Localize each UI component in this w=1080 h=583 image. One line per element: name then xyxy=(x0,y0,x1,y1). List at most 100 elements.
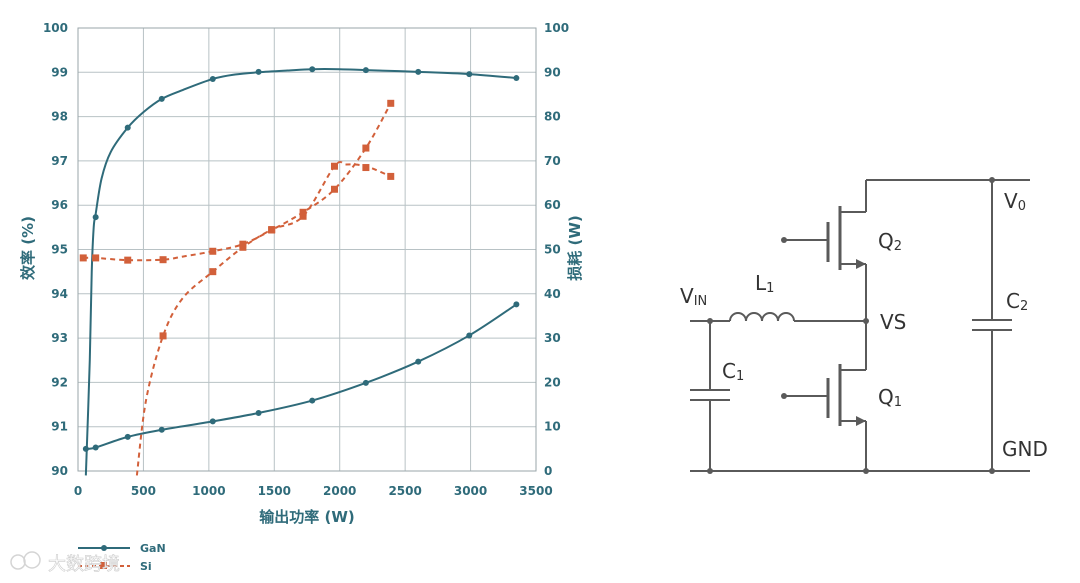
label-vs: VS xyxy=(880,310,906,334)
label-q2: Q2 xyxy=(878,229,902,254)
x-axis-title: 输出功率 (W) xyxy=(259,508,354,526)
node-v0 xyxy=(989,177,995,183)
left-axis-title: 效率 (%) xyxy=(19,216,37,280)
series-gan-loss xyxy=(82,301,520,452)
right-tick-label: 30 xyxy=(544,331,561,345)
x-tick-label: 2000 xyxy=(323,484,356,498)
series-si-loss xyxy=(79,99,395,264)
data-point xyxy=(330,185,338,193)
inductor-l1 xyxy=(729,312,795,322)
left-tick-label: 92 xyxy=(51,375,68,389)
data-point xyxy=(362,164,370,172)
legend-si-marker xyxy=(100,562,107,569)
x-axis-ticks: 0 500 1000 1500 2000 2500 3000 3500 xyxy=(74,484,553,498)
data-point xyxy=(415,358,422,365)
legend-gan-marker xyxy=(101,545,107,551)
data-point xyxy=(362,144,370,152)
data-point xyxy=(466,332,473,339)
transistor-q2 xyxy=(784,180,867,321)
left-tick-label: 95 xyxy=(51,243,68,257)
legend: GaN Si xyxy=(78,542,166,573)
data-point xyxy=(92,214,99,221)
node-gnd-mid xyxy=(863,468,869,474)
label-c2: C2 xyxy=(1006,289,1028,314)
node-vin xyxy=(707,318,713,324)
data-point xyxy=(158,426,165,433)
left-tick-label: 98 xyxy=(51,110,68,124)
right-tick-label: 60 xyxy=(544,198,561,212)
x-tick-label: 0 xyxy=(74,484,82,498)
data-point xyxy=(209,418,216,425)
left-tick-label: 90 xyxy=(51,464,68,478)
x-tick-label: 1000 xyxy=(192,484,225,498)
data-point xyxy=(92,254,100,262)
series-line-si-efficiency xyxy=(135,160,392,476)
data-point xyxy=(255,68,262,75)
right-tick-label: 40 xyxy=(544,287,561,301)
data-point xyxy=(124,256,132,264)
efficiency-loss-chart: 0 500 1000 1500 2000 2500 3000 3500 90919293949… xyxy=(19,21,584,573)
grid-lines xyxy=(77,27,537,472)
left-axis-ticks: 90 91 92 93 94 95 96 97 98 99 100 xyxy=(43,21,68,478)
data-point xyxy=(309,66,316,73)
x-tick-label: 3500 xyxy=(519,484,552,498)
node-gnd-left xyxy=(707,468,713,474)
node-vs xyxy=(863,318,869,324)
transistor-q1 xyxy=(784,321,867,471)
data-point xyxy=(387,99,395,107)
left-tick-label: 94 xyxy=(51,287,68,301)
right-tick-label: 70 xyxy=(544,154,561,168)
label-c1: C1 xyxy=(722,359,744,384)
data-point xyxy=(159,256,167,264)
watermark-text: 大数跨境 xyxy=(48,554,120,575)
data-point xyxy=(82,445,89,452)
series-line-gan-efficiency xyxy=(84,68,517,476)
series-layer xyxy=(79,66,520,476)
data-point xyxy=(209,247,217,255)
right-tick-label: 10 xyxy=(544,420,561,434)
gate-q1-dot xyxy=(781,393,787,399)
data-point xyxy=(513,301,520,308)
data-point xyxy=(415,68,422,75)
left-tick-label: 96 xyxy=(51,198,68,212)
x-tick-label: 2500 xyxy=(388,484,421,498)
plot-frame xyxy=(77,27,537,472)
label-v0: V0 xyxy=(1004,189,1026,214)
data-point xyxy=(362,67,369,74)
data-point xyxy=(124,433,131,440)
watermark: 大数跨境 xyxy=(10,551,120,575)
data-point xyxy=(299,212,307,220)
right-axis-ticks: 0 10 20 30 40 50 60 70 80 90 100 xyxy=(544,21,569,478)
data-point xyxy=(92,444,99,451)
boost-circuit-diagram xyxy=(690,177,1030,474)
x-tick-label: 3000 xyxy=(454,484,487,498)
legend-si-label: Si xyxy=(140,560,152,573)
right-tick-label: 50 xyxy=(544,243,561,257)
data-point xyxy=(239,240,247,248)
label-vin: VIN xyxy=(680,284,707,309)
right-axis-title: 损耗 (W) xyxy=(566,215,584,280)
data-point xyxy=(159,332,167,340)
circuit-labels: VIN L1 C1 C2 Q2 Q1 VS V0 GND xyxy=(680,189,1048,461)
left-tick-label: 93 xyxy=(51,331,68,345)
label-q1: Q1 xyxy=(878,385,902,410)
gate-q2-dot xyxy=(781,237,787,243)
data-point xyxy=(387,172,395,180)
data-point xyxy=(209,268,217,276)
data-point xyxy=(255,409,262,416)
series-gan-efficiency xyxy=(84,66,520,476)
left-tick-label: 100 xyxy=(43,21,68,35)
data-point xyxy=(466,71,473,78)
data-point xyxy=(79,254,87,262)
x-tick-label: 500 xyxy=(131,484,156,498)
data-point xyxy=(124,124,131,131)
data-point xyxy=(330,162,338,170)
legend-gan-label: GaN xyxy=(140,542,166,555)
right-tick-label: 90 xyxy=(544,65,561,79)
data-point xyxy=(299,208,307,216)
data-point xyxy=(158,95,165,102)
label-gnd: GND xyxy=(1002,437,1048,461)
right-tick-label: 100 xyxy=(544,21,569,35)
left-tick-label: 99 xyxy=(51,65,68,79)
